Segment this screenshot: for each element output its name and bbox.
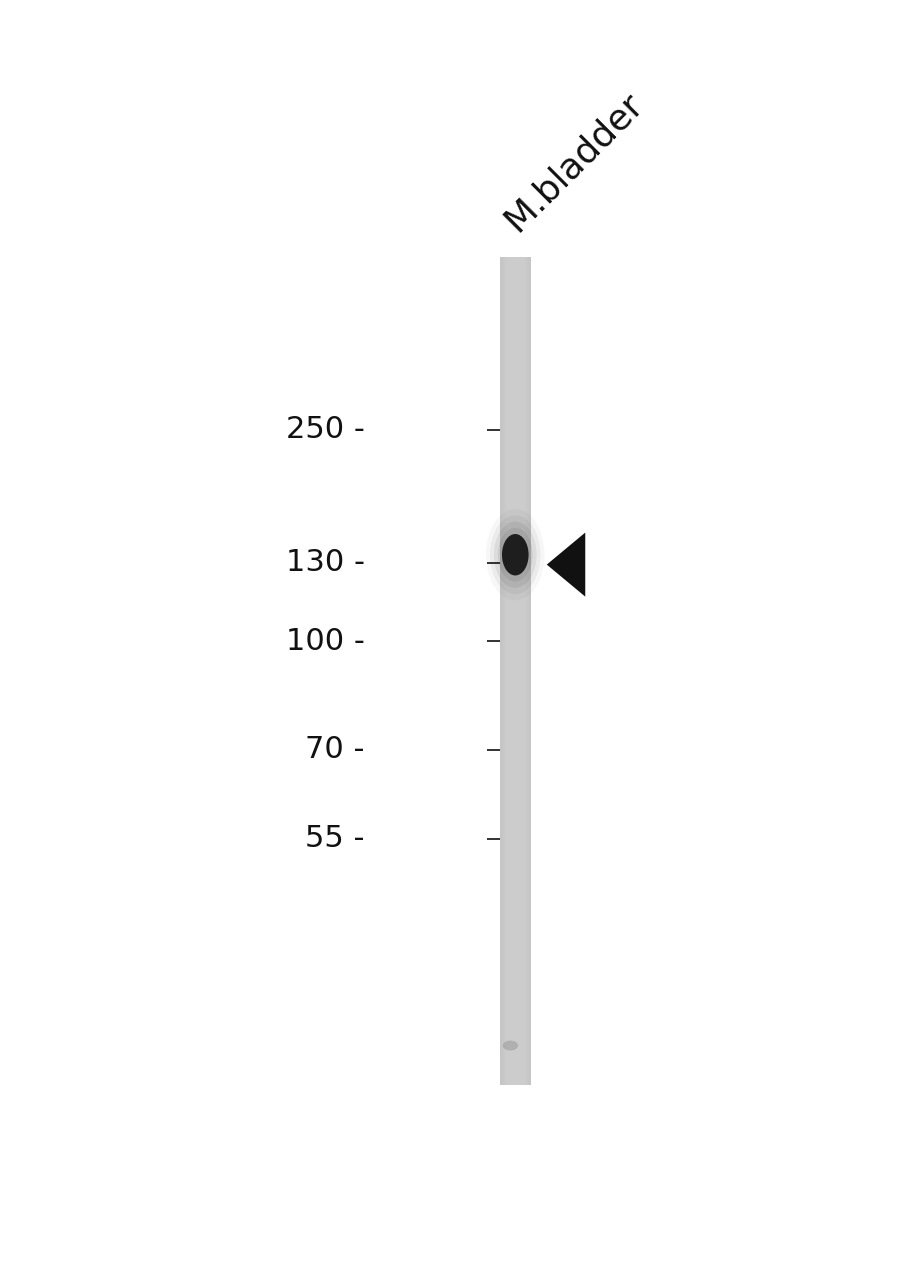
Ellipse shape [493,522,536,588]
Bar [500,257,501,1085]
Bar [528,257,529,1085]
Bar [524,257,525,1085]
Text: 130 -: 130 - [286,548,364,577]
Ellipse shape [502,534,528,576]
Ellipse shape [497,527,532,581]
Bar [503,257,504,1085]
Ellipse shape [502,1041,518,1051]
Bar [504,257,505,1085]
Bar [500,257,530,1085]
Polygon shape [547,532,584,596]
Bar [501,257,502,1085]
Text: 70 -: 70 - [305,736,364,764]
Ellipse shape [490,516,540,594]
Ellipse shape [502,534,528,576]
Bar [526,257,527,1085]
Text: 100 -: 100 - [286,627,364,655]
Text: 250 -: 250 - [286,415,364,444]
Bar [527,257,528,1085]
Bar [529,257,530,1085]
Bar [525,257,526,1085]
Text: M.bladder: M.bladder [498,86,649,237]
Bar [502,257,503,1085]
Text: 55 -: 55 - [305,824,364,852]
